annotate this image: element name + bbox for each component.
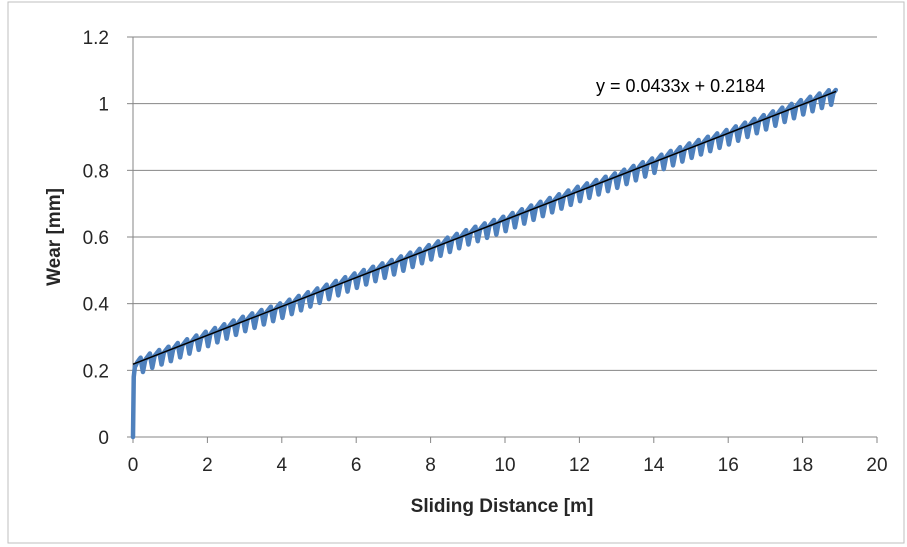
y-tick-label: 0.8 [83, 161, 109, 182]
x-tick-label: 12 [569, 455, 590, 476]
y-tick-label: 1 [98, 95, 109, 116]
y-tick-label: 0 [98, 428, 109, 449]
linear-trendline [132, 90, 837, 365]
gridlines [133, 36, 877, 371]
x-tick-label: 8 [425, 455, 436, 476]
x-tick-label: 4 [277, 455, 288, 476]
labels: 0 0.2 0.4 0.6 0.8 1 1.2 0 2 4 6 8 10 12 14 16 18 20 [83, 28, 888, 476]
y-tick-label: 1.2 [83, 28, 109, 49]
x-tick-label: 0 [128, 455, 139, 476]
x-tick-label: 10 [494, 455, 515, 476]
x-tick-label: 18 [792, 455, 813, 476]
wear-series-line [130, 87, 839, 440]
y-tick-label: 0.2 [83, 361, 109, 382]
x-tick-label: 14 [643, 455, 665, 476]
trendline-layer [132, 90, 837, 365]
y-tick-label: 0.6 [83, 228, 109, 249]
trendline-equation: y = 0.0433x + 0.2184 [596, 76, 765, 96]
x-tick-label: 20 [866, 455, 887, 476]
x-tick-label: 6 [351, 455, 362, 476]
x-axis-title: Sliding Distance [m] [411, 496, 594, 517]
y-tick-label: 0.4 [83, 295, 110, 316]
series-layer [130, 87, 839, 440]
y-axis-title: Wear [mm] [44, 188, 65, 286]
x-tick-label: 16 [718, 455, 739, 476]
chart-border [7, 1, 905, 544]
x-tick-label: 2 [202, 455, 213, 476]
